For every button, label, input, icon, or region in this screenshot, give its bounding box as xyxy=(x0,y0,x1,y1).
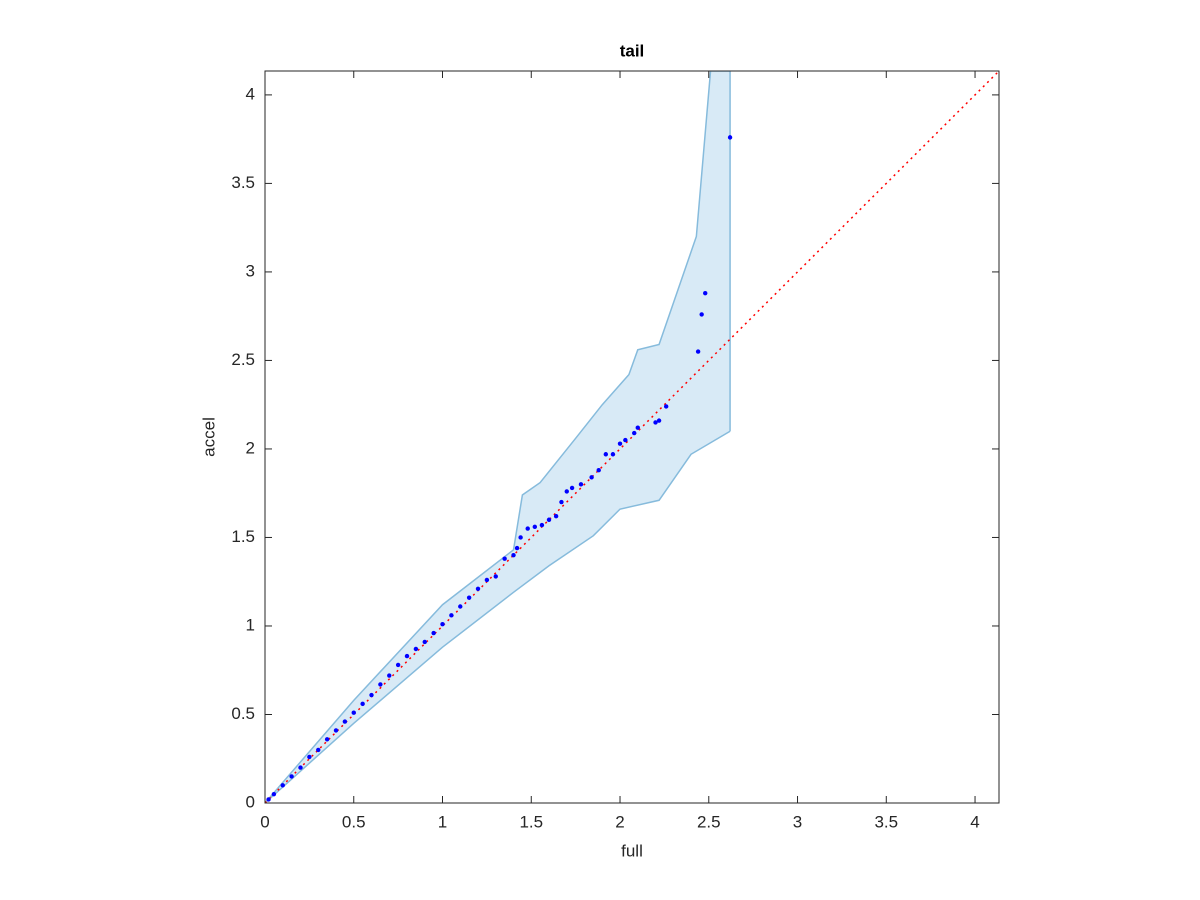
data-point xyxy=(596,467,601,473)
data-point xyxy=(466,595,472,600)
data-point xyxy=(413,646,419,652)
y-tick-label: 4 xyxy=(246,84,255,103)
data-point xyxy=(316,747,321,753)
y-tick-label: 0.5 xyxy=(231,704,255,723)
data-point xyxy=(271,791,277,797)
data-point xyxy=(653,420,658,425)
data-point xyxy=(422,639,427,645)
data-point xyxy=(298,765,303,770)
data-point xyxy=(360,701,365,707)
data-point xyxy=(623,437,628,443)
chart-title: tail xyxy=(620,41,645,60)
data-point xyxy=(458,604,463,609)
confidence-band xyxy=(265,71,731,803)
data-point xyxy=(656,418,662,423)
data-point xyxy=(502,556,507,561)
y-tick-label: 2.5 xyxy=(231,350,255,369)
y-tick-label: 1 xyxy=(246,615,255,634)
data-point xyxy=(404,653,410,659)
data-point xyxy=(280,783,285,788)
data-point xyxy=(564,489,569,494)
data-point xyxy=(475,586,481,591)
data-point xyxy=(539,522,545,528)
data-point xyxy=(493,574,498,579)
data-point xyxy=(610,452,616,457)
data-point xyxy=(532,524,538,530)
y-tick-label: 3.5 xyxy=(231,173,255,192)
x-tick-label: 2.5 xyxy=(697,812,721,831)
data-point xyxy=(484,577,490,583)
data-point xyxy=(431,630,436,636)
x-tick-label: 1 xyxy=(438,812,447,831)
data-point xyxy=(663,404,669,409)
data-point xyxy=(342,719,348,724)
data-point xyxy=(525,526,530,531)
x-tick-label: 0.5 xyxy=(342,812,366,831)
data-point xyxy=(632,430,637,436)
x-tick-label: 0 xyxy=(260,812,269,831)
x-axis-label: full xyxy=(621,841,643,860)
y-tick-label: 0 xyxy=(246,792,255,811)
data-point xyxy=(518,535,523,540)
plot-area xyxy=(265,71,999,803)
data-point xyxy=(559,499,564,505)
data-point xyxy=(511,552,516,558)
data-point xyxy=(307,754,312,760)
x-tick-label: 1.5 xyxy=(519,812,543,831)
data-point xyxy=(440,622,445,627)
data-point xyxy=(695,349,701,354)
data-point xyxy=(589,475,594,480)
data-point xyxy=(351,710,356,715)
data-point xyxy=(378,682,383,687)
data-point xyxy=(617,441,623,446)
data-point xyxy=(369,692,374,698)
band-lower-edge xyxy=(265,430,731,803)
data-point xyxy=(603,452,609,457)
x-tick-label: 4 xyxy=(970,812,979,831)
data-point xyxy=(324,737,330,742)
data-point xyxy=(546,517,552,522)
x-tick-label: 3.5 xyxy=(874,812,898,831)
y-tick-label: 1.5 xyxy=(231,527,255,546)
data-point xyxy=(514,545,520,551)
data-point xyxy=(578,482,584,487)
data-point xyxy=(266,797,271,802)
data-point xyxy=(289,774,294,779)
data-point xyxy=(635,425,640,430)
band-upper-edge xyxy=(265,71,731,803)
y-axis-label: accel xyxy=(199,417,218,457)
data-point xyxy=(699,312,704,317)
data-point xyxy=(727,135,733,140)
data-point xyxy=(553,514,559,519)
data-point xyxy=(387,673,392,678)
y-tick-label: 3 xyxy=(246,261,255,280)
data-point xyxy=(449,613,454,618)
data-point xyxy=(395,662,401,668)
y-tick-label: 2 xyxy=(246,438,255,457)
x-tick-label: 3 xyxy=(793,812,802,831)
axes-box xyxy=(264,70,1000,804)
data-point xyxy=(569,485,575,491)
data-point xyxy=(703,290,708,296)
x-tick-label: 2 xyxy=(615,812,624,831)
data-point xyxy=(333,728,339,733)
